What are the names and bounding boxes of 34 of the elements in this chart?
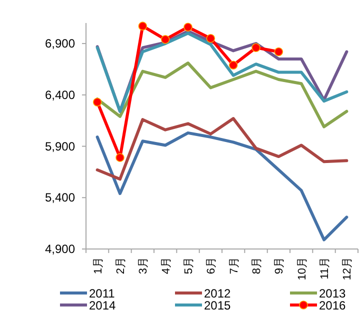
x-tick-label: 12月 xyxy=(342,257,354,280)
x-tick-label: 4月 xyxy=(160,257,172,274)
point xyxy=(206,34,216,43)
x-tick-label: 10月 xyxy=(296,257,308,280)
point xyxy=(274,47,284,56)
x-tick-label: 11月 xyxy=(319,257,331,280)
point xyxy=(184,22,192,32)
y-tick-label: 5,400 xyxy=(44,190,76,205)
y-tick-label: 5,900 xyxy=(44,139,76,154)
legend-label: 2011 xyxy=(89,286,116,300)
y-tick-label: 6,400 xyxy=(44,88,76,102)
x-tick-label: 3月 xyxy=(138,257,150,274)
x-tick-label: 5月 xyxy=(183,257,195,274)
line-series xyxy=(96,131,348,242)
x-tick-label: 6月 xyxy=(206,257,218,274)
x-tick-label: 1月 xyxy=(92,257,104,274)
legend-label: 2015 xyxy=(204,298,232,312)
y-tick-label: 6,900 xyxy=(44,36,76,51)
legend-label: 2013 xyxy=(319,286,346,300)
x-tick-label: 2月 xyxy=(115,257,127,274)
x-tick-label: 7月 xyxy=(228,257,240,274)
point xyxy=(160,35,170,44)
point xyxy=(252,43,260,52)
legend-label: 2016 xyxy=(319,298,346,312)
legend-label: 2014 xyxy=(89,298,116,312)
point xyxy=(116,153,124,162)
point xyxy=(228,60,238,70)
point xyxy=(138,22,148,30)
x-tick-label: 9月 xyxy=(274,257,286,274)
x-tick-label: 8月 xyxy=(251,257,263,274)
line-series xyxy=(96,117,348,181)
point xyxy=(92,98,102,106)
y-tick-label: 4,900 xyxy=(44,242,76,256)
legend-label: 2012 xyxy=(204,286,232,300)
